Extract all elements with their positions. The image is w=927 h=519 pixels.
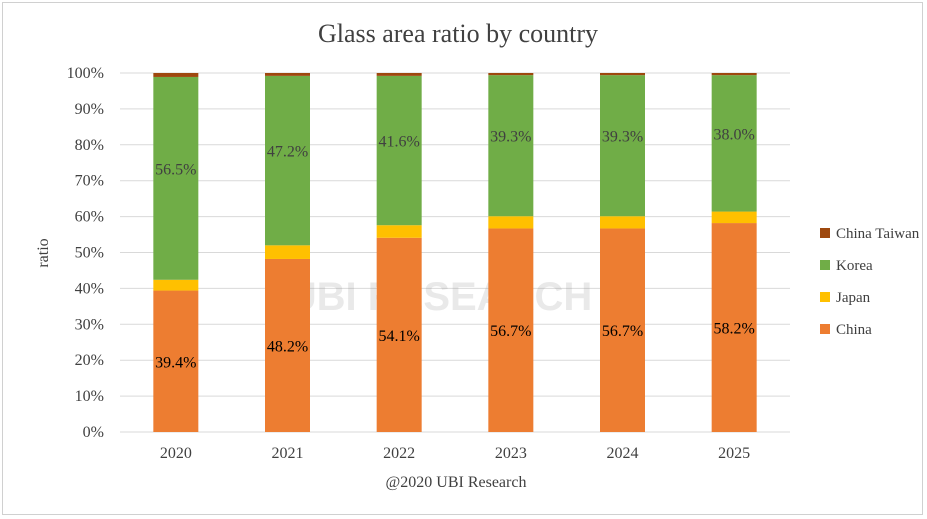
y-tick-label: 70% — [75, 173, 104, 190]
legend-swatch — [820, 260, 830, 270]
y-tick-label: 20% — [75, 352, 104, 369]
data-label: 56.7% — [490, 323, 531, 340]
y-tick-label: 60% — [75, 209, 104, 226]
x-tick-label: 2023 — [495, 445, 527, 462]
y-tick-label: 40% — [75, 280, 104, 297]
legend-swatch — [820, 292, 830, 302]
data-label: 39.3% — [602, 129, 643, 146]
y-tick-label: 80% — [75, 137, 104, 154]
bar-china-taiwan — [153, 73, 199, 77]
x-tick-label: 2021 — [272, 445, 304, 462]
bar-china — [711, 223, 757, 432]
x-axis-label: @2020 UBI Research — [386, 474, 527, 491]
bar-china — [488, 228, 534, 432]
bar-korea — [153, 76, 199, 280]
data-label: 56.7% — [602, 323, 643, 340]
bar-japan — [600, 216, 645, 229]
y-tick-label: 30% — [75, 316, 104, 333]
bar-china — [265, 258, 310, 432]
data-label: 58.2% — [714, 321, 755, 338]
data-label: 41.6% — [379, 134, 420, 151]
bar-china-taiwan — [711, 73, 757, 76]
data-label: 54.1% — [379, 328, 420, 345]
bar-korea — [376, 75, 422, 226]
data-label: 39.3% — [490, 129, 531, 146]
y-tick-label: 90% — [75, 101, 104, 118]
x-tick-label: 2025 — [718, 445, 750, 462]
y-tick-label: 0% — [83, 424, 104, 441]
legend-label: Japan — [836, 290, 871, 306]
data-label: 48.2% — [267, 338, 308, 355]
legend-label: China — [836, 322, 872, 338]
bar-china — [376, 237, 422, 432]
bar-korea — [265, 75, 310, 246]
watermark: UBI RESEARCH — [288, 275, 592, 319]
bar-china — [153, 290, 199, 432]
bar-china-taiwan — [376, 73, 422, 76]
bar-china-taiwan — [488, 73, 534, 76]
data-label: 56.5% — [155, 161, 196, 178]
bar-japan — [153, 279, 199, 291]
bar-japan — [711, 211, 757, 224]
y-axis-label: ratio — [35, 238, 52, 267]
bar-china-taiwan — [265, 73, 310, 76]
bar-korea — [600, 75, 645, 217]
data-label: 47.2% — [267, 144, 308, 161]
bar-china-taiwan — [600, 73, 645, 76]
bar-korea — [488, 75, 534, 217]
y-tick-label: 100% — [67, 65, 104, 82]
bar-japan — [376, 225, 422, 238]
data-label: 38.0% — [714, 126, 755, 143]
bar-korea — [711, 75, 757, 212]
legend-swatch — [820, 324, 830, 334]
y-tick-label: 50% — [75, 245, 104, 262]
bar-japan — [265, 245, 310, 259]
data-label: 39.4% — [155, 354, 196, 371]
chart-title: Glass area ratio by country — [318, 19, 598, 48]
y-tick-label: 10% — [75, 388, 104, 405]
x-tick-label: 2022 — [383, 445, 415, 462]
bar-china — [600, 228, 645, 432]
bar-japan — [488, 216, 534, 229]
x-tick-label: 2020 — [160, 445, 192, 462]
watermark-text: UBI RESEARCH — [288, 275, 592, 319]
legend-label: China Taiwan — [836, 226, 920, 242]
legend-label: Korea — [836, 258, 873, 274]
x-tick-label: 2024 — [607, 445, 639, 462]
legend-swatch — [820, 228, 830, 238]
